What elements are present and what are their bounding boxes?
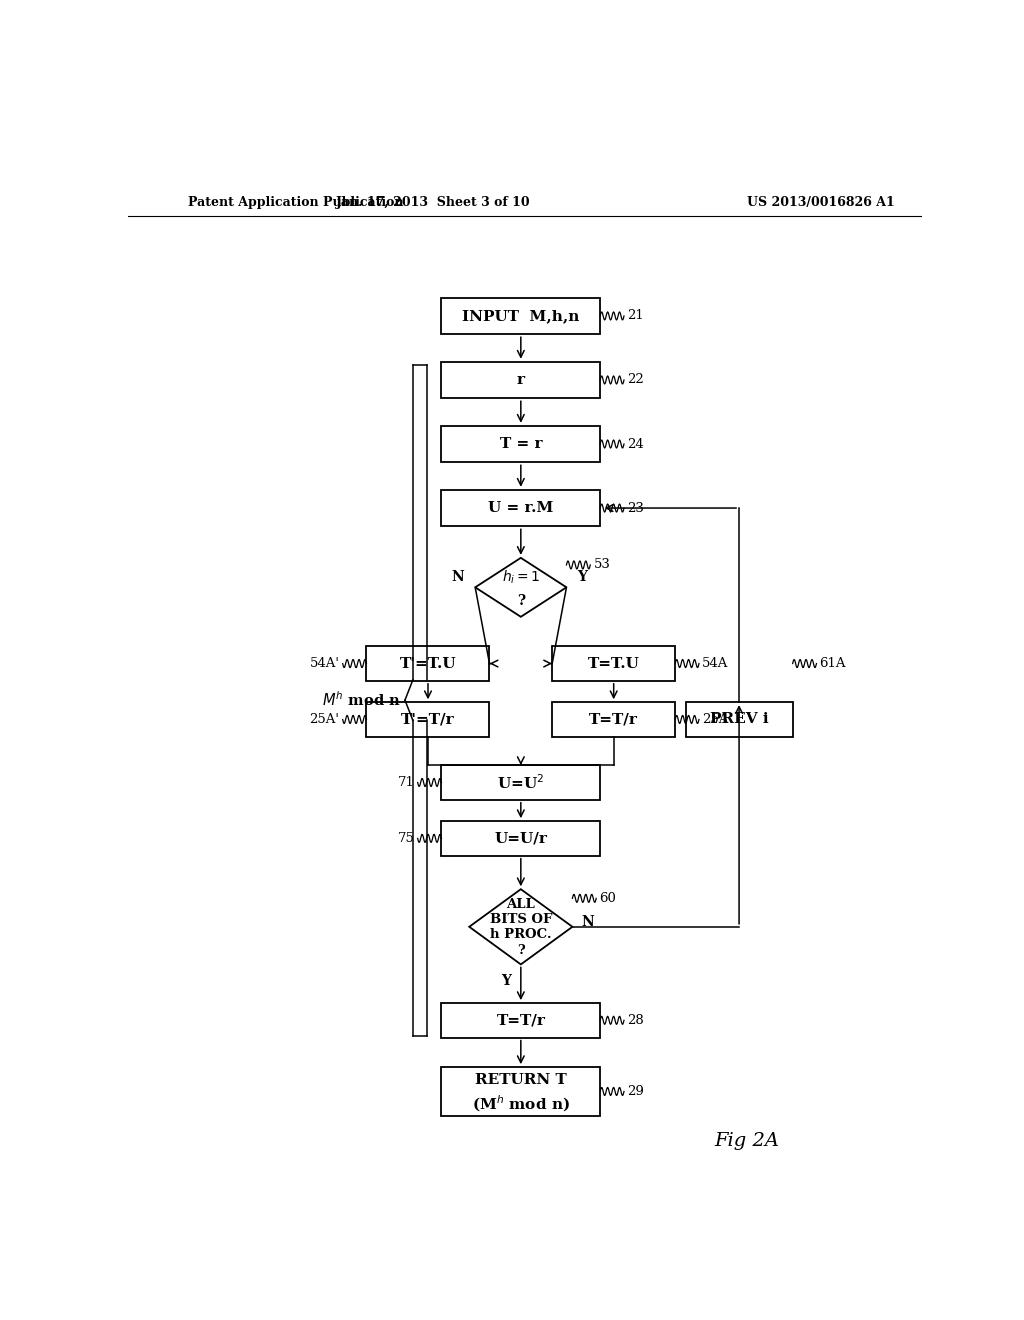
Text: ?: ? [517,594,525,607]
FancyBboxPatch shape [552,702,675,737]
Text: 71: 71 [397,776,415,789]
Text: N: N [582,915,595,929]
Text: 28: 28 [627,1014,644,1027]
Text: 75: 75 [397,832,415,845]
Text: T = r: T = r [500,437,542,451]
Text: N: N [452,570,464,585]
Text: U=U/r: U=U/r [495,832,547,845]
Text: 54A: 54A [702,657,728,671]
Text: T=T/r: T=T/r [497,1014,545,1027]
Text: 61A: 61A [819,657,846,671]
Text: Fig 2A: Fig 2A [715,1133,779,1150]
Text: 54A': 54A' [309,657,340,671]
Text: Patent Application Publication: Patent Application Publication [187,195,403,209]
Text: T'=T/r: T'=T/r [401,713,455,726]
Text: U = r.M: U = r.M [488,502,554,515]
Text: 60: 60 [599,892,616,904]
Text: 53: 53 [594,558,610,572]
FancyBboxPatch shape [441,362,600,399]
FancyBboxPatch shape [441,426,600,462]
Text: T=T.U: T=T.U [588,656,640,671]
Text: INPUT  M,h,n: INPUT M,h,n [462,309,580,323]
Text: 21: 21 [627,309,644,322]
Text: r: r [517,374,525,387]
Text: 22: 22 [627,374,644,387]
Text: 25A': 25A' [309,713,340,726]
FancyBboxPatch shape [552,647,675,681]
Text: $M^h$ mod n: $M^h$ mod n [322,690,400,709]
FancyBboxPatch shape [441,821,600,855]
Text: RETURN T: RETURN T [475,1073,566,1088]
Text: PREV i: PREV i [710,713,768,726]
Text: 25A: 25A [702,713,728,726]
Text: 23: 23 [627,502,644,515]
FancyBboxPatch shape [367,647,489,681]
Text: $h_i = 1$: $h_i = 1$ [502,569,540,586]
FancyBboxPatch shape [441,490,600,527]
Text: T'=T.U: T'=T.U [399,656,457,671]
Text: Jan. 17, 2013  Sheet 3 of 10: Jan. 17, 2013 Sheet 3 of 10 [336,195,530,209]
Text: h PROC.: h PROC. [490,928,552,941]
Polygon shape [475,558,566,616]
Text: U=U$^2$: U=U$^2$ [498,774,545,792]
Text: Y: Y [502,974,512,987]
Text: Y: Y [578,570,588,585]
Text: ?: ? [517,944,524,957]
FancyBboxPatch shape [685,702,793,737]
Text: 24: 24 [627,437,644,450]
Text: 29: 29 [627,1085,644,1098]
FancyBboxPatch shape [367,702,489,737]
Text: US 2013/0016826 A1: US 2013/0016826 A1 [748,195,895,209]
Polygon shape [469,890,572,965]
FancyBboxPatch shape [441,1067,600,1115]
Text: ALL: ALL [507,898,536,911]
FancyBboxPatch shape [441,1003,600,1038]
Text: T=T/r: T=T/r [589,713,638,726]
Text: BITS OF: BITS OF [489,913,552,927]
FancyBboxPatch shape [441,297,600,334]
FancyBboxPatch shape [441,766,600,800]
Text: (M$^h$ mod n): (M$^h$ mod n) [472,1093,569,1114]
